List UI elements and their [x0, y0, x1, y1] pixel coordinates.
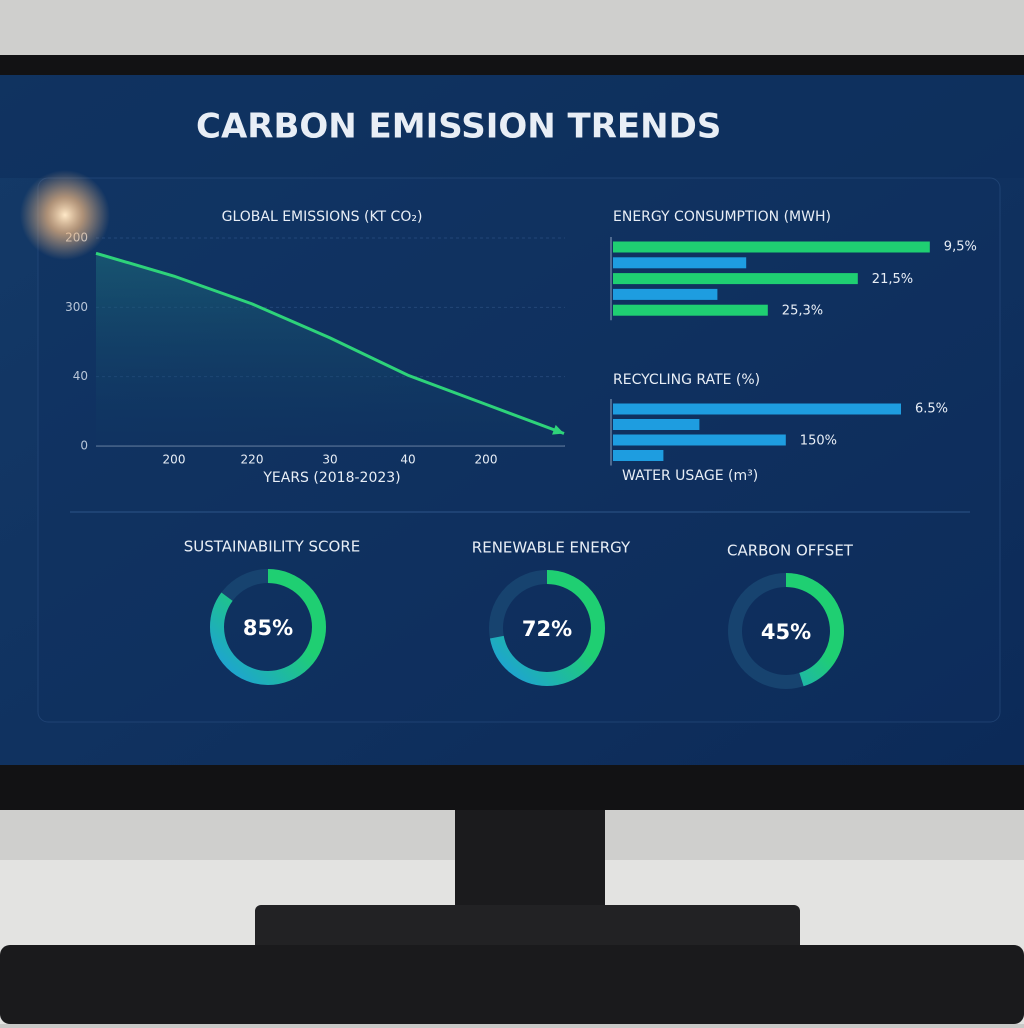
- x-tick-label: 220: [241, 453, 264, 467]
- chart-title: RECYCLING RATE (%): [613, 372, 760, 388]
- bar: [613, 434, 786, 446]
- panel: [37, 177, 1001, 723]
- bar: [613, 304, 768, 316]
- bar-annotation: 150%: [800, 434, 837, 449]
- ring-arc: [489, 570, 605, 686]
- bar: [613, 257, 747, 269]
- chart-title: CARBON OFFSET: [727, 542, 854, 560]
- y-tick-label: 300: [65, 300, 88, 314]
- bar: [613, 450, 664, 461]
- dashboard-title: CARBON EMISSION TRENDS: [196, 107, 721, 147]
- axis-label: WATER USAGE (m³): [622, 468, 758, 484]
- bar: [613, 403, 901, 415]
- y-tick-label: 40: [73, 369, 88, 383]
- x-tick-label: 30: [322, 453, 337, 467]
- chart-title: SUSTAINABILITY SCORE: [184, 538, 360, 556]
- x-tick-label: 40: [400, 453, 415, 467]
- x-axis-label: YEARS (2018-2023): [262, 470, 400, 486]
- arrow-head: [552, 424, 564, 435]
- chart-title: ENERGY CONSUMPTION (MWH): [613, 209, 831, 225]
- chart-title: RENEWABLE ENERGY: [472, 539, 631, 557]
- bar: [613, 419, 700, 430]
- bar-annotation: 6.5%: [915, 402, 948, 417]
- bar-annotation: 25,3%: [782, 304, 823, 319]
- line: [95, 251, 565, 435]
- area: [96, 253, 564, 446]
- header-band: [0, 75, 1024, 178]
- y-tick-label: 0: [80, 439, 88, 453]
- donut-label: 72%: [522, 617, 572, 641]
- x-tick-label: 200: [163, 453, 186, 467]
- bar-annotation: 9,5%: [944, 240, 977, 255]
- x-tick-label: 200: [475, 453, 498, 467]
- bar: [613, 273, 858, 285]
- ring-arc: [728, 573, 844, 689]
- bar: [613, 241, 930, 253]
- bar: [613, 288, 718, 300]
- glare: [20, 170, 110, 260]
- stand: [455, 795, 605, 925]
- donut-label: 45%: [761, 620, 811, 644]
- donut-label: 85%: [243, 616, 293, 640]
- chart-title: GLOBAL EMISSIONS (KT CO₂): [222, 209, 423, 225]
- ring-arc: [210, 569, 326, 685]
- bar-annotation: 21,5%: [872, 272, 913, 287]
- keyboard: [0, 945, 1024, 1024]
